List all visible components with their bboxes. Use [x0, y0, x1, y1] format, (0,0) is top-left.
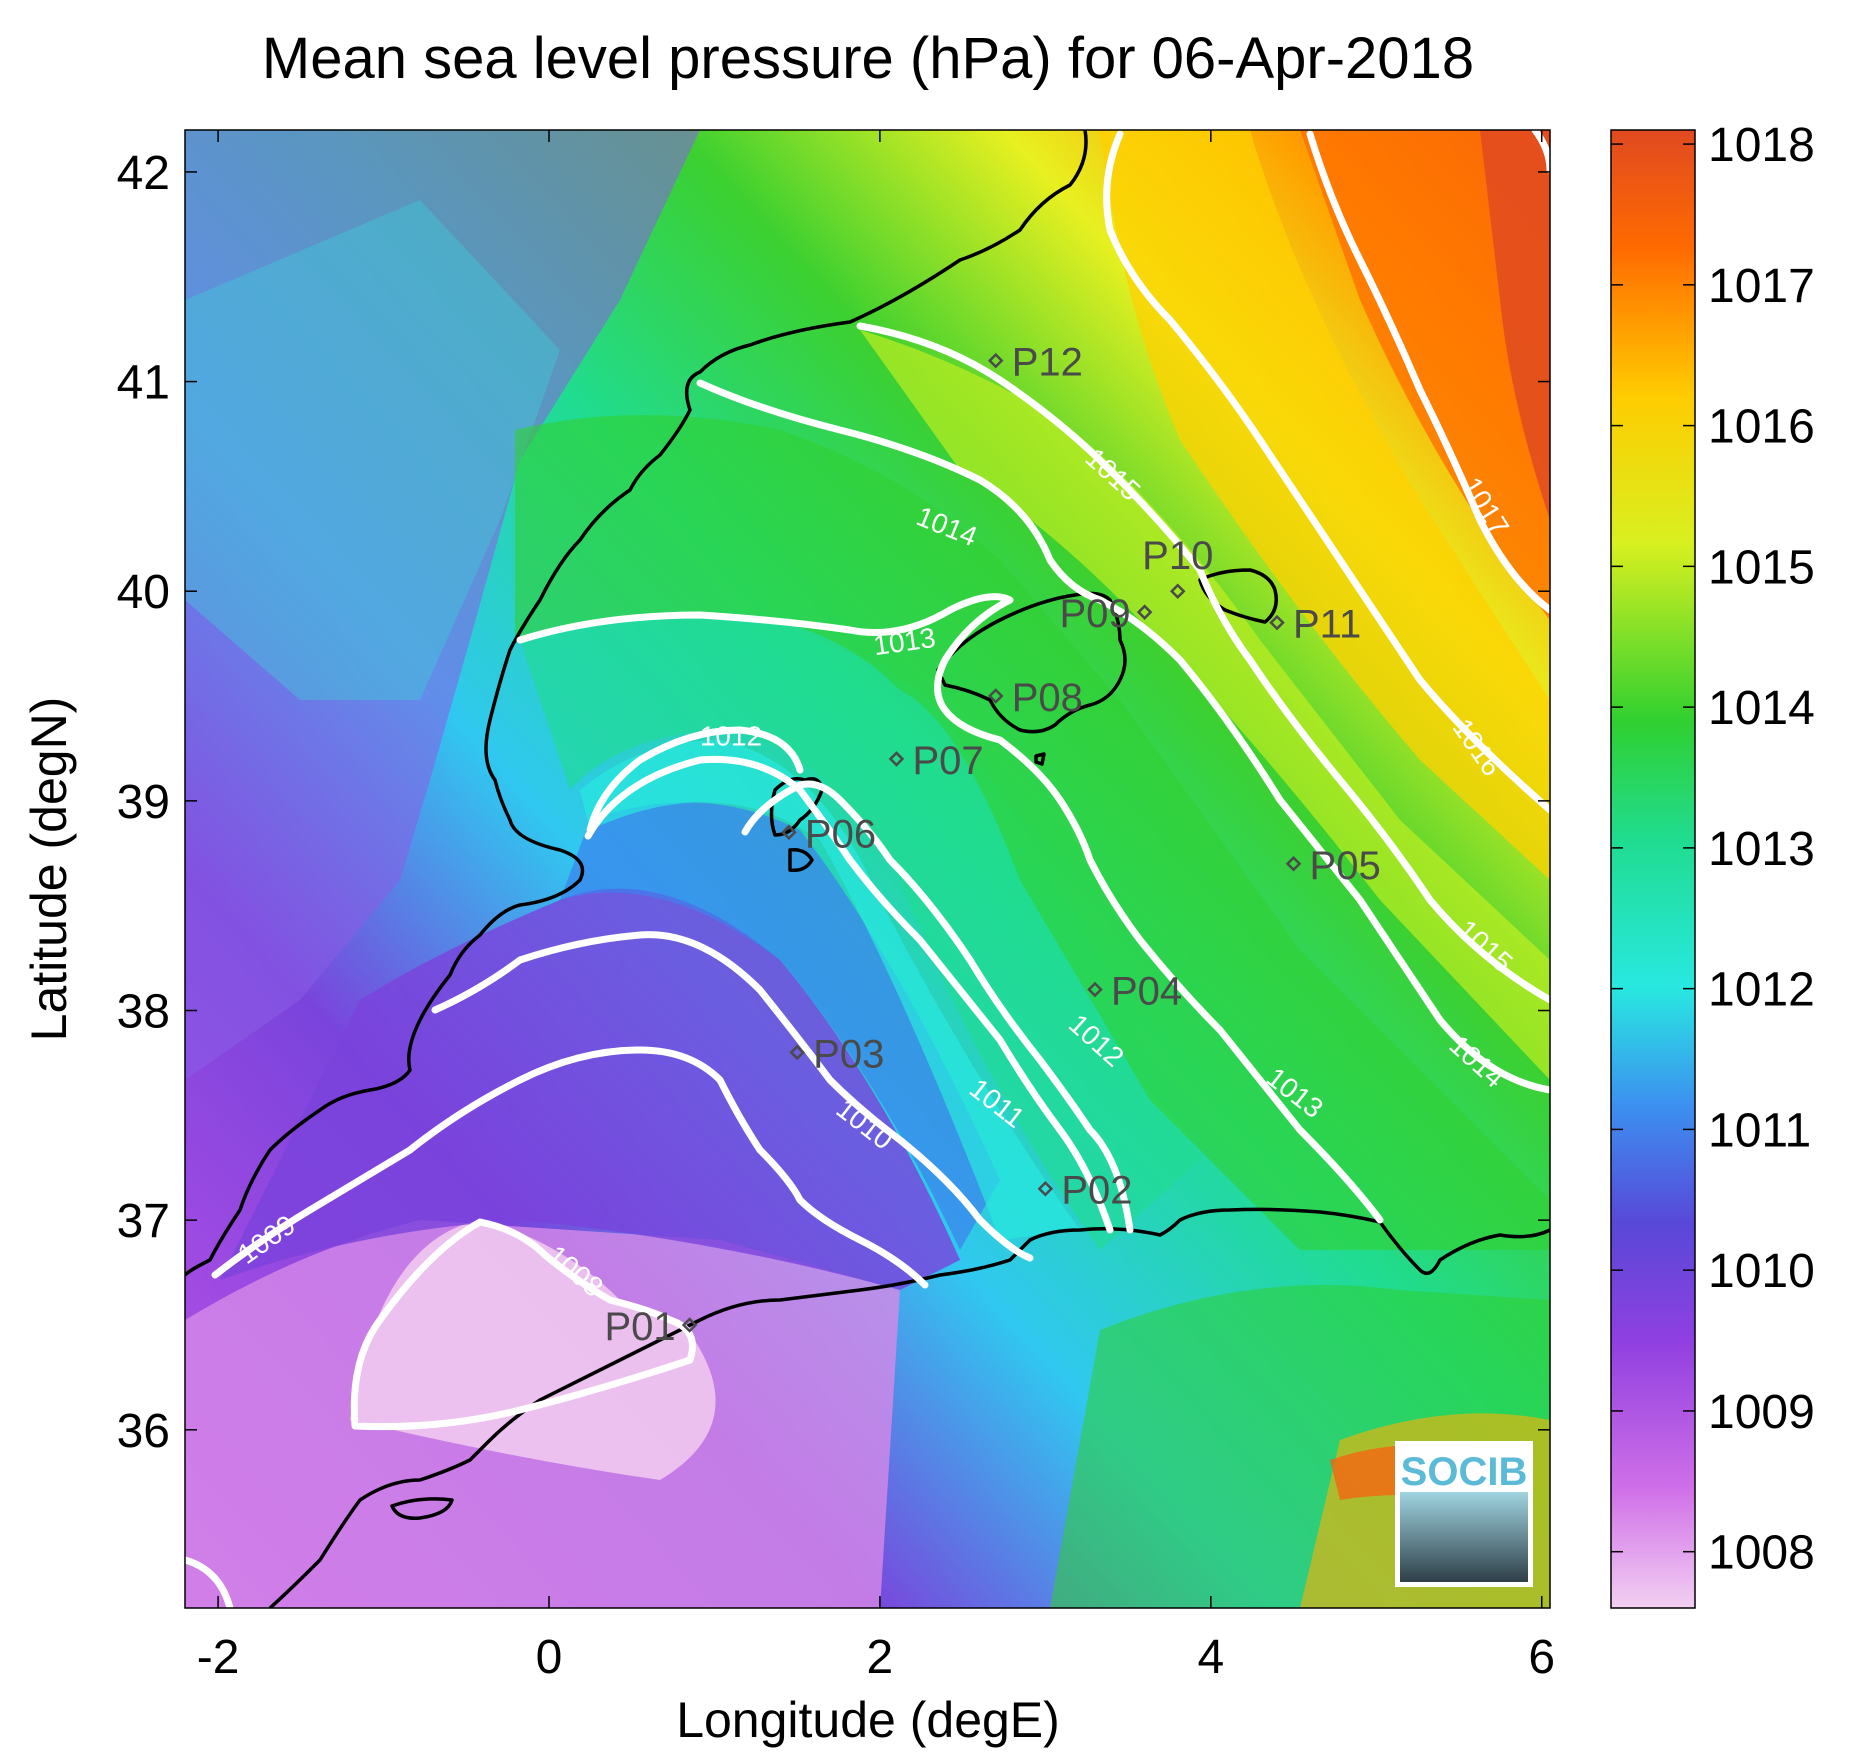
- colorbar-tick-label: 1016: [1708, 401, 1815, 454]
- station-markers: P01 P02 P03 P04 P05 P06 P07 P08 P09 P10 P11 P12: [604, 341, 1380, 1349]
- station-p02[interactable]: P02: [1037, 1169, 1133, 1213]
- isobar-1008-south: [185, 1556, 234, 1608]
- isobar-1011: [584, 755, 1114, 1234]
- logo-text: SOCIB: [1401, 1450, 1528, 1494]
- colorbar-tick-label: 1010: [1708, 1245, 1815, 1298]
- station-marker: [781, 824, 797, 841]
- cabrera-coastline: [1034, 752, 1046, 766]
- isobar-1017: [1306, 130, 1550, 614]
- isobar-1016: [1103, 130, 1550, 814]
- station-p09[interactable]: P09: [1059, 592, 1153, 636]
- station-marker: [888, 751, 905, 767]
- colorbar-tick-label: 1011: [1708, 1104, 1811, 1157]
- formentera-coastline: [788, 847, 814, 873]
- station-marker: [1136, 604, 1153, 620]
- station-label: P09: [1059, 592, 1130, 636]
- isobar-1013: [516, 593, 1384, 1224]
- y-tick-label: 39: [117, 776, 170, 829]
- plot-frame: [184, 129, 1551, 1609]
- isobar-1015: [856, 322, 1550, 1004]
- y-tick-label: 38: [117, 986, 170, 1039]
- station-label: P02: [1061, 1169, 1132, 1213]
- colorbar-ticks: 1008 1009 1010 1011 1012 1013 1014 1015 1016 1017…: [1611, 119, 1815, 1580]
- isobar-1014: [696, 379, 1550, 1094]
- station-p12[interactable]: P12: [987, 341, 1083, 385]
- x-tick-label: -2: [197, 1631, 240, 1684]
- colorbar-tick-label: 1017: [1708, 260, 1815, 313]
- chart-title: Mean sea level pressure (hPa) for 06-Apr…: [262, 26, 1474, 91]
- station-label: P05: [1310, 844, 1381, 888]
- station-label: P06: [805, 812, 876, 856]
- x-tick-label: 6: [1528, 1631, 1555, 1684]
- station-marker: [1269, 614, 1285, 631]
- isobar-1008: [350, 1218, 696, 1431]
- x-tick-label: 0: [536, 1631, 563, 1684]
- station-marker: [987, 352, 1004, 369]
- colorbar-tick-label: 1009: [1708, 1386, 1815, 1439]
- mallorca-coastline: [936, 591, 1127, 734]
- colorbar-tick-label: 1015: [1708, 541, 1815, 594]
- station-p11[interactable]: P11: [1269, 603, 1361, 647]
- isobar-label: 1012: [700, 720, 762, 751]
- y-tick-label: 36: [117, 1405, 170, 1458]
- station-label: P07: [912, 739, 983, 783]
- station-label: P12: [1012, 341, 1083, 385]
- isobar-1009: [211, 1046, 929, 1289]
- colorbar-tick-label: 1008: [1708, 1527, 1815, 1580]
- alboran-island: [390, 1497, 454, 1520]
- station-p08[interactable]: P08: [987, 676, 1083, 720]
- x-tick-label: 2: [867, 1631, 894, 1684]
- station-p05[interactable]: P05: [1285, 844, 1381, 888]
- isobar-1010: [431, 931, 1034, 1262]
- isobar-1012-north: [586, 726, 804, 834]
- station-marker: [1087, 981, 1103, 998]
- x-axis: -2 0 2 4 6: [197, 130, 1555, 1684]
- station-p03[interactable]: P03: [789, 1032, 884, 1076]
- station-label: P01: [604, 1305, 675, 1349]
- y-tick-label: 37: [117, 1195, 170, 1248]
- station-label: P04: [1111, 970, 1182, 1014]
- colorbar-tick-label: 1013: [1708, 823, 1815, 876]
- colorbar-tick-label: 1012: [1708, 964, 1815, 1017]
- socib-logo: SOCIB: [1395, 1441, 1533, 1587]
- y-axis: 36 37 38 39 40 41 42: [117, 147, 1550, 1458]
- station-p04[interactable]: P04: [1087, 970, 1182, 1014]
- isobars: [185, 130, 1550, 1608]
- y-tick-label: 41: [117, 357, 170, 410]
- station-p07[interactable]: P07: [888, 739, 984, 783]
- station-marker: [681, 1317, 698, 1333]
- station-p06[interactable]: P06: [781, 812, 876, 856]
- y-tick-label: 42: [117, 147, 170, 200]
- station-p01[interactable]: P01: [604, 1305, 698, 1349]
- station-label: P08: [1012, 676, 1083, 720]
- station-p10[interactable]: P10: [1142, 534, 1213, 599]
- station-marker: [789, 1044, 805, 1061]
- x-tick-label: 4: [1197, 1631, 1224, 1684]
- station-label: P10: [1142, 534, 1213, 578]
- isobar-1012: [741, 780, 1134, 1234]
- colorbar: [1610, 129, 1696, 1609]
- station-marker: [1037, 1180, 1054, 1197]
- station-label: P11: [1293, 603, 1361, 647]
- iberian-coastline: [185, 130, 1088, 1277]
- y-tick-label: 40: [117, 566, 170, 619]
- station-marker: [1285, 855, 1302, 872]
- colorbar-tick-label: 1014: [1708, 682, 1815, 735]
- station-marker: [1169, 583, 1186, 599]
- menorca-coastline: [1198, 568, 1278, 624]
- colorbar-tick-label: 1018: [1708, 119, 1815, 172]
- x-axis-label: Longitude (degE): [676, 1692, 1060, 1748]
- station-marker: [987, 688, 1004, 704]
- station-label: P03: [813, 1032, 884, 1076]
- y-axis-label: Latitude (degN): [21, 697, 77, 1042]
